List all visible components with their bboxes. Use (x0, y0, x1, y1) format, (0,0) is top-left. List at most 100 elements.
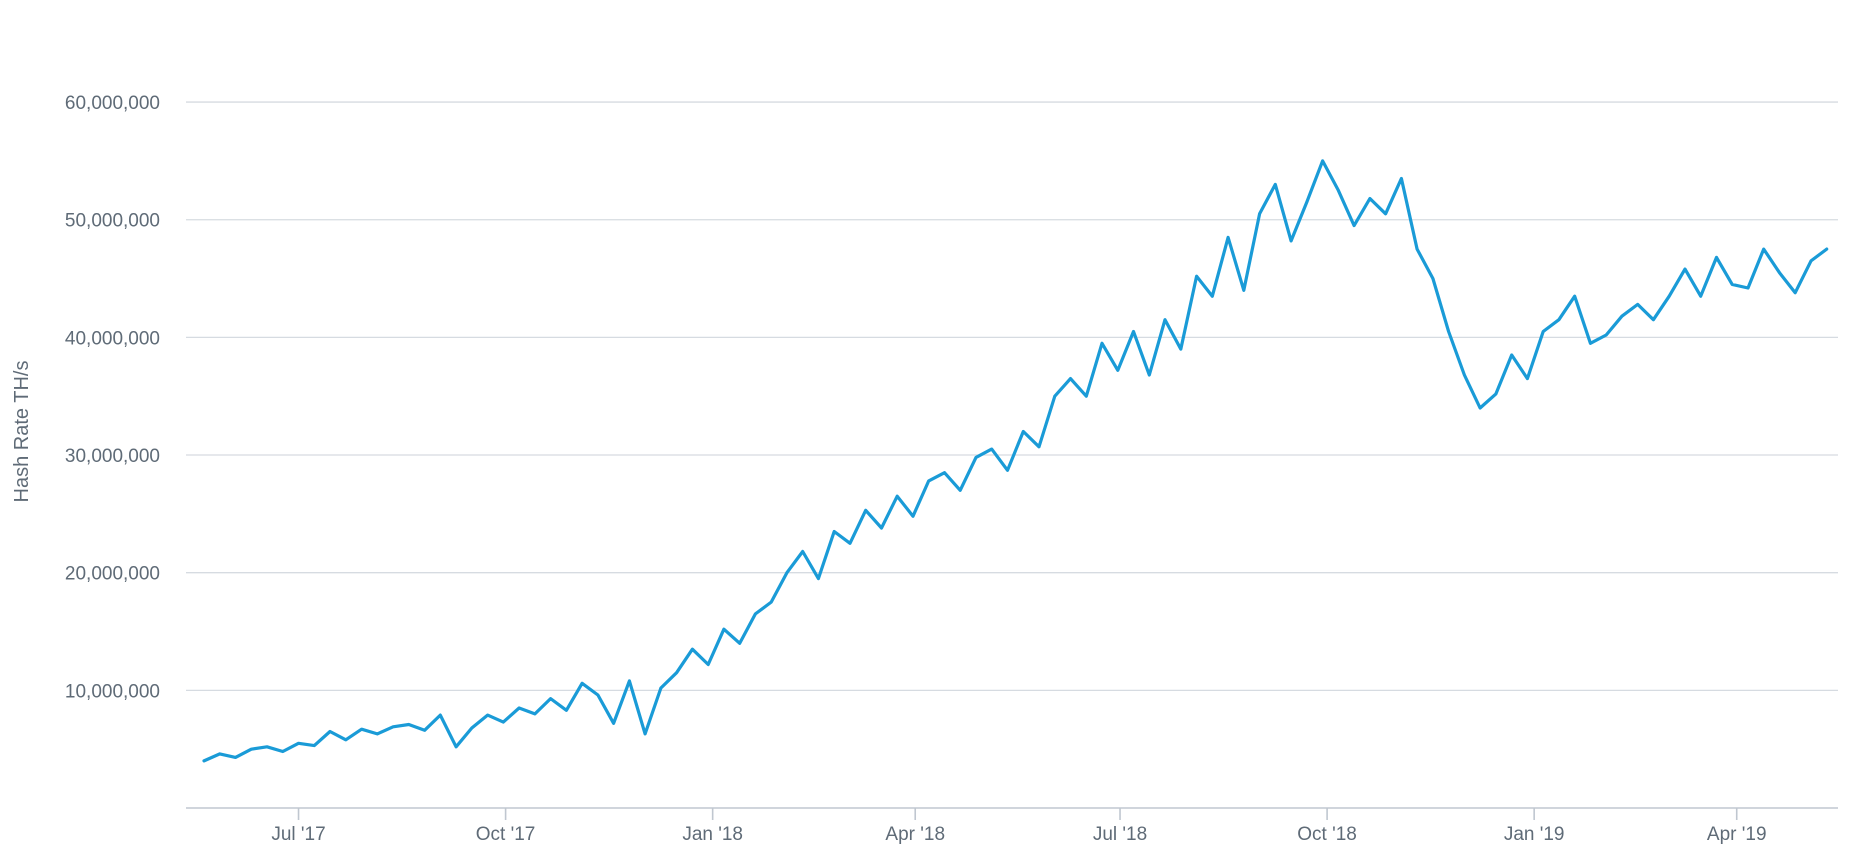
data-point (754, 612, 757, 616)
data-point (1242, 289, 1246, 292)
data-point (612, 722, 615, 725)
data-point (974, 456, 978, 459)
data-point (864, 509, 867, 512)
data-point (1494, 392, 1498, 396)
data-point (943, 471, 946, 474)
data-point (1132, 330, 1135, 333)
data-point (344, 738, 347, 741)
data-point (833, 530, 836, 533)
y-tick-label: 40,000,000 (65, 328, 160, 349)
x-tick-label: Jan '19 (1504, 824, 1565, 845)
data-point (990, 447, 993, 451)
data-point (1258, 212, 1261, 215)
data-point (202, 759, 206, 763)
data-point (1305, 200, 1309, 204)
data-point (1825, 247, 1828, 251)
data-point (643, 732, 647, 736)
data-point (722, 628, 726, 631)
data-point (1053, 395, 1057, 398)
data-point (1794, 291, 1797, 294)
data-point (1148, 373, 1151, 377)
data-point (391, 725, 395, 728)
data-point (1573, 295, 1576, 298)
data-point (1384, 212, 1387, 215)
data-point (250, 748, 253, 751)
data-point (234, 756, 237, 759)
data-point (896, 495, 899, 498)
data-point (1337, 189, 1340, 192)
data-point (911, 515, 915, 518)
data-point (675, 671, 678, 674)
data-point (1100, 342, 1104, 345)
series-line-0 (202, 159, 1829, 763)
data-point (596, 693, 600, 697)
data-point (1620, 315, 1624, 318)
data-point (407, 723, 410, 726)
data-point (1778, 271, 1781, 274)
data-point (707, 663, 710, 666)
data-point (265, 745, 269, 748)
y-axis-title: Hash Rate TH/s (11, 361, 33, 503)
plot-area (202, 159, 1829, 763)
data-point (1526, 377, 1529, 380)
data-point (1762, 247, 1765, 251)
data-point (1352, 224, 1356, 227)
data-point (927, 479, 930, 483)
x-tick-label: Jul '18 (1093, 824, 1147, 845)
data-point (959, 489, 962, 492)
x-tick-label: Jan '18 (682, 824, 743, 845)
data-point (313, 744, 316, 747)
data-point (785, 571, 789, 574)
data-point (1589, 342, 1592, 345)
y-tick-label: 10,000,000 (65, 681, 160, 702)
data-point (297, 742, 300, 745)
data-point (360, 728, 363, 731)
data-point (1085, 395, 1088, 398)
data-point (502, 720, 505, 724)
data-point (423, 729, 426, 732)
grid-lines (186, 101, 1838, 691)
data-point (1116, 369, 1120, 372)
x-tick-label: Apr '18 (885, 824, 945, 845)
data-point (1636, 303, 1639, 306)
data-point (817, 577, 820, 580)
data-point (1731, 283, 1734, 286)
data-point (1037, 445, 1041, 448)
x-tick-label: Oct '18 (1297, 824, 1357, 845)
data-point (628, 679, 631, 683)
data-point (1211, 295, 1214, 298)
data-point (848, 542, 852, 545)
data-point (770, 600, 773, 604)
data-point (738, 642, 741, 645)
data-point (659, 686, 663, 690)
data-point (1400, 177, 1403, 180)
data-point (281, 750, 284, 753)
data-point (1195, 275, 1198, 278)
data-point (880, 526, 883, 530)
x-tick-label: Oct '17 (476, 824, 536, 845)
y-tick-label: 50,000,000 (65, 211, 160, 232)
data-point (1368, 197, 1372, 200)
data-point (1715, 256, 1718, 259)
data-point (1809, 259, 1813, 263)
data-point (470, 726, 473, 730)
data-point (328, 730, 332, 733)
data-point (801, 550, 804, 553)
data-point (1668, 295, 1671, 298)
y-tick-label: 20,000,000 (65, 564, 160, 585)
data-point (1431, 277, 1435, 280)
data-point (1415, 247, 1419, 251)
data-point (1179, 347, 1183, 351)
data-point (1746, 286, 1750, 290)
x-tick-label: Apr '19 (1707, 824, 1767, 845)
data-point (1557, 318, 1561, 321)
y-tick-label: 30,000,000 (65, 446, 160, 467)
data-point (1683, 267, 1687, 271)
data-point (533, 712, 537, 716)
data-point (1510, 353, 1513, 357)
data-point (1652, 318, 1655, 321)
data-point (691, 648, 694, 651)
data-point (1605, 333, 1608, 337)
data-point (1463, 373, 1466, 377)
